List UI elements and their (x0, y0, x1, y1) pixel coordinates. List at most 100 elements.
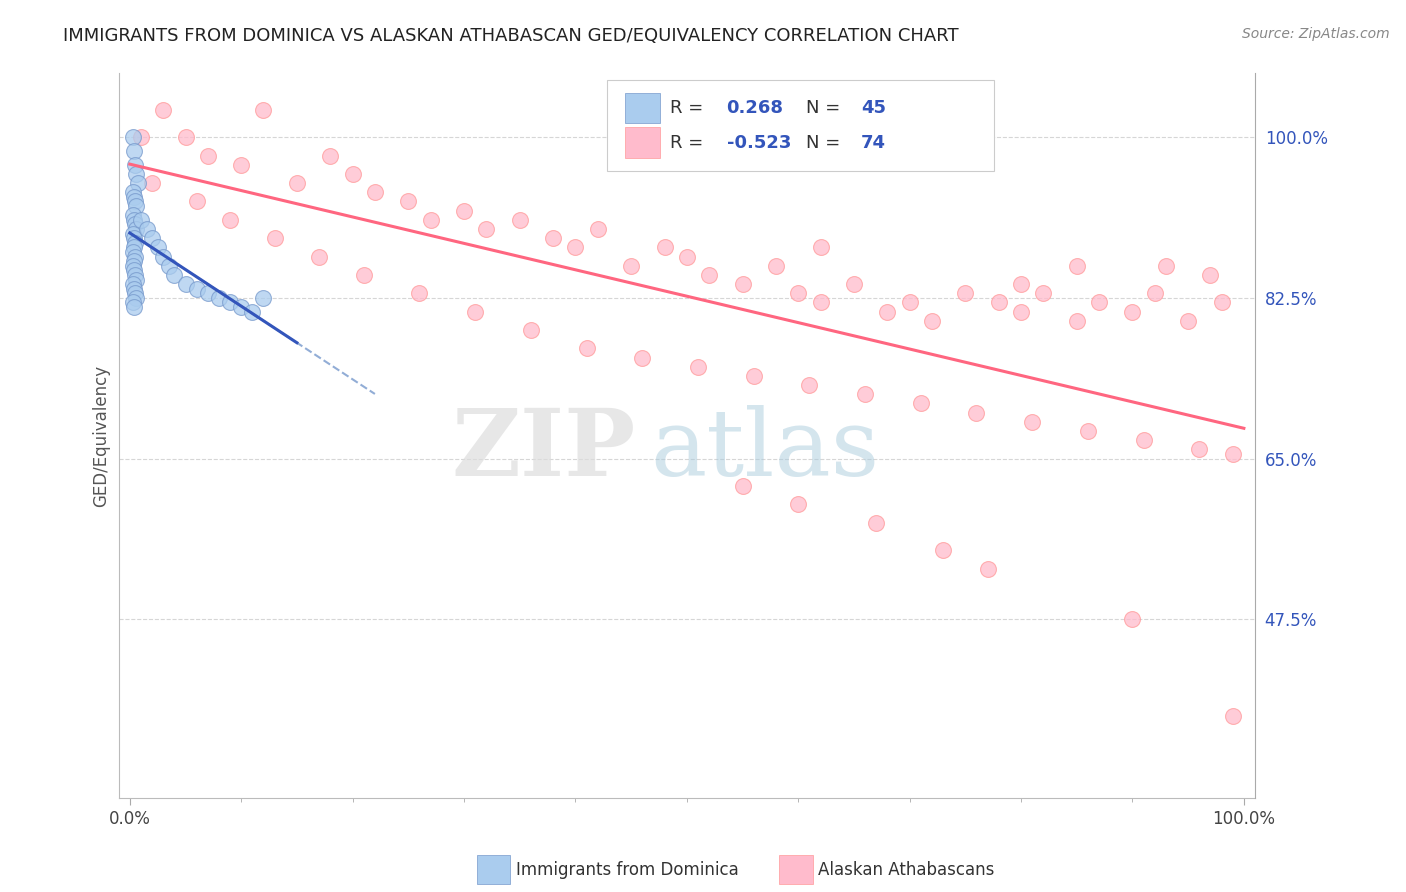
Point (1132, 433, 1154, 447)
Point (876, 304, 898, 318)
Y-axis label: GED/Equivalency: GED/Equivalency (93, 365, 110, 507)
Text: 74: 74 (860, 134, 886, 152)
Point (1154, 259, 1177, 273)
Point (575, 342, 598, 356)
Point (141, 231, 163, 245)
Point (122, 130, 145, 145)
Point (152, 103, 174, 117)
Point (152, 250, 174, 264)
FancyBboxPatch shape (626, 128, 659, 158)
Point (122, 300, 145, 314)
Point (125, 291, 148, 305)
Point (1121, 612, 1143, 626)
Point (353, 268, 375, 282)
Point (122, 277, 145, 291)
Point (520, 323, 543, 337)
Point (197, 148, 219, 162)
Point (1222, 447, 1244, 461)
Point (122, 144, 145, 158)
Text: 0.268: 0.268 (727, 99, 783, 117)
Point (129, 212, 152, 227)
Text: N =: N = (806, 99, 846, 117)
Point (921, 314, 943, 328)
Point (1088, 295, 1111, 310)
FancyBboxPatch shape (626, 93, 659, 123)
Point (125, 222, 148, 236)
Point (124, 218, 146, 232)
Point (1032, 286, 1054, 301)
Text: IMMIGRANTS FROM DOMINICA VS ALASKAN ATHABASCAN GED/EQUIVALENCY CORRELATION CHART: IMMIGRANTS FROM DOMINICA VS ALASKAN ATHA… (63, 27, 959, 45)
Point (122, 227, 145, 241)
FancyBboxPatch shape (607, 80, 994, 171)
Point (285, 176, 308, 190)
Point (1021, 415, 1043, 429)
Point (122, 295, 145, 310)
Point (787, 286, 810, 301)
Point (122, 212, 145, 227)
Point (186, 282, 208, 296)
Point (174, 130, 197, 145)
Point (124, 194, 146, 209)
Point (1143, 286, 1166, 301)
Point (122, 282, 145, 296)
Point (408, 286, 430, 301)
Point (987, 295, 1010, 310)
Point (122, 186, 145, 200)
Point (1177, 314, 1199, 328)
Point (865, 516, 887, 530)
Point (853, 387, 876, 401)
Point (475, 222, 498, 236)
Point (541, 231, 564, 245)
Point (810, 240, 832, 254)
Point (125, 167, 148, 181)
Point (787, 497, 810, 511)
Point (1211, 295, 1233, 310)
Point (509, 212, 531, 227)
Point (231, 158, 253, 172)
Point (686, 359, 709, 374)
Text: ZIP: ZIP (451, 405, 636, 495)
Text: 45: 45 (860, 99, 886, 117)
Point (252, 291, 274, 305)
Point (955, 286, 977, 301)
Point (208, 291, 231, 305)
Point (1066, 314, 1088, 328)
Point (122, 190, 145, 204)
Point (1199, 268, 1222, 282)
Point (135, 222, 157, 236)
Point (453, 203, 475, 218)
Point (125, 199, 148, 213)
Text: N =: N = (806, 134, 846, 152)
Point (263, 231, 285, 245)
Point (910, 396, 932, 410)
Text: Source: ZipAtlas.com: Source: ZipAtlas.com (1241, 27, 1389, 41)
Point (186, 194, 208, 209)
Point (742, 368, 765, 383)
Point (654, 240, 676, 254)
Point (141, 176, 163, 190)
Point (765, 259, 787, 273)
Text: -0.523: -0.523 (727, 134, 792, 152)
Point (342, 167, 364, 181)
Point (125, 272, 148, 286)
Point (966, 406, 988, 420)
Point (129, 130, 152, 145)
Point (898, 295, 921, 310)
Point (976, 562, 998, 576)
Point (1222, 708, 1244, 723)
Text: Immigrants from Dominica: Immigrants from Dominica (516, 861, 738, 879)
Point (1121, 304, 1143, 318)
Point (842, 277, 865, 291)
Point (586, 222, 609, 236)
Point (174, 277, 197, 291)
Point (731, 479, 754, 493)
Point (146, 240, 169, 254)
Point (1188, 442, 1211, 457)
Point (1010, 277, 1032, 291)
Point (799, 378, 821, 392)
Point (122, 208, 145, 222)
Point (124, 286, 146, 301)
Point (124, 235, 146, 250)
Point (231, 300, 253, 314)
Point (810, 295, 832, 310)
